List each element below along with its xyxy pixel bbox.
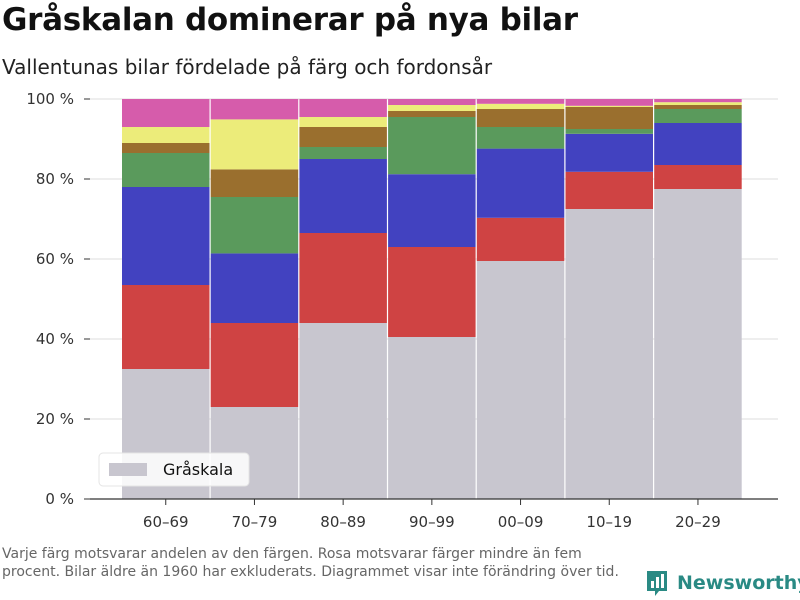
bar-segment <box>122 285 210 369</box>
bar-segment <box>388 99 476 105</box>
bar-segment <box>565 209 653 499</box>
bar-segment <box>210 99 299 120</box>
bar-segment <box>388 117 476 175</box>
bar-segment <box>122 127 210 143</box>
y-tick-label: 60 % <box>36 250 74 268</box>
footnote: Varje färg motsvarar andelen av den färg… <box>2 546 619 580</box>
y-tick-label: 20 % <box>36 410 74 428</box>
y-tick-label: 80 % <box>36 170 74 188</box>
bar-segment <box>565 107 653 129</box>
bar-segment <box>565 133 653 172</box>
x-tick-label: 70–79 <box>232 513 278 531</box>
x-tick-label: 90–99 <box>409 513 455 531</box>
bar-segment <box>565 171 653 209</box>
chart-subtitle: Vallentunas bilar fördelade på färg och … <box>2 55 493 79</box>
legend-label: Gråskala <box>163 460 233 479</box>
bar-segment <box>210 323 299 407</box>
bar-segment <box>122 99 210 127</box>
bar-segment <box>654 105 742 109</box>
newsworthy-logo-icon <box>647 571 667 596</box>
bar-segment <box>299 233 387 323</box>
bar-segment <box>388 247 476 337</box>
bar-segment <box>476 109 565 127</box>
bar-segment <box>210 119 299 170</box>
bar-segment <box>299 159 387 233</box>
bar-segment <box>210 197 299 254</box>
x-tick-label: 80–89 <box>320 513 366 531</box>
bar-segment <box>476 103 565 109</box>
bar-segment <box>299 117 387 127</box>
bar-segment <box>388 337 476 499</box>
bar-segment <box>388 111 476 117</box>
bar-segment <box>210 253 299 323</box>
bar-segment <box>476 261 565 499</box>
x-tick-label: 10–19 <box>586 513 632 531</box>
bar-segment <box>565 99 653 106</box>
y-tick-label: 0 % <box>45 490 74 508</box>
y-tick-label: 100 % <box>26 90 74 108</box>
bar-segment <box>388 174 476 247</box>
bar-segment <box>654 109 742 123</box>
bar-segment <box>476 127 565 149</box>
y-tick-label: 40 % <box>36 330 74 348</box>
stacked-bar-chart: 0 % 20 % 40 % 60 % 80 % 100 % 60–69 70–79 80–89 9… <box>26 90 778 531</box>
brand-name: Newsworthy <box>677 572 800 594</box>
bar-segment <box>476 99 565 104</box>
bar-segment <box>122 143 210 153</box>
bar-segment <box>654 189 742 499</box>
bar-segment <box>299 147 387 159</box>
x-tick-label: 00–09 <box>498 513 544 531</box>
bar-segment <box>388 105 476 111</box>
bar-segment <box>299 127 387 147</box>
bar-segment <box>654 123 742 165</box>
bar-segment <box>476 148 565 218</box>
bar-segment <box>654 99 742 103</box>
bar-segment <box>565 105 653 107</box>
chart-title: Gråskalan dominerar på nya bilar <box>2 2 578 38</box>
bar-segment <box>565 129 653 134</box>
bar-segment <box>210 169 299 197</box>
bar-segment <box>122 153 210 187</box>
brand-logo: Newsworthy <box>645 569 800 597</box>
bar-segment <box>299 99 387 117</box>
bar-segment <box>476 217 565 261</box>
bar-segment <box>299 323 387 499</box>
bar-segment <box>654 102 742 105</box>
legend-swatch <box>109 463 147 476</box>
legend-box <box>98 452 250 487</box>
x-tick-label: 20–29 <box>675 513 721 531</box>
bar-segment <box>654 165 742 189</box>
x-tick-label: 60–69 <box>143 513 189 531</box>
bar-segment <box>122 187 210 285</box>
